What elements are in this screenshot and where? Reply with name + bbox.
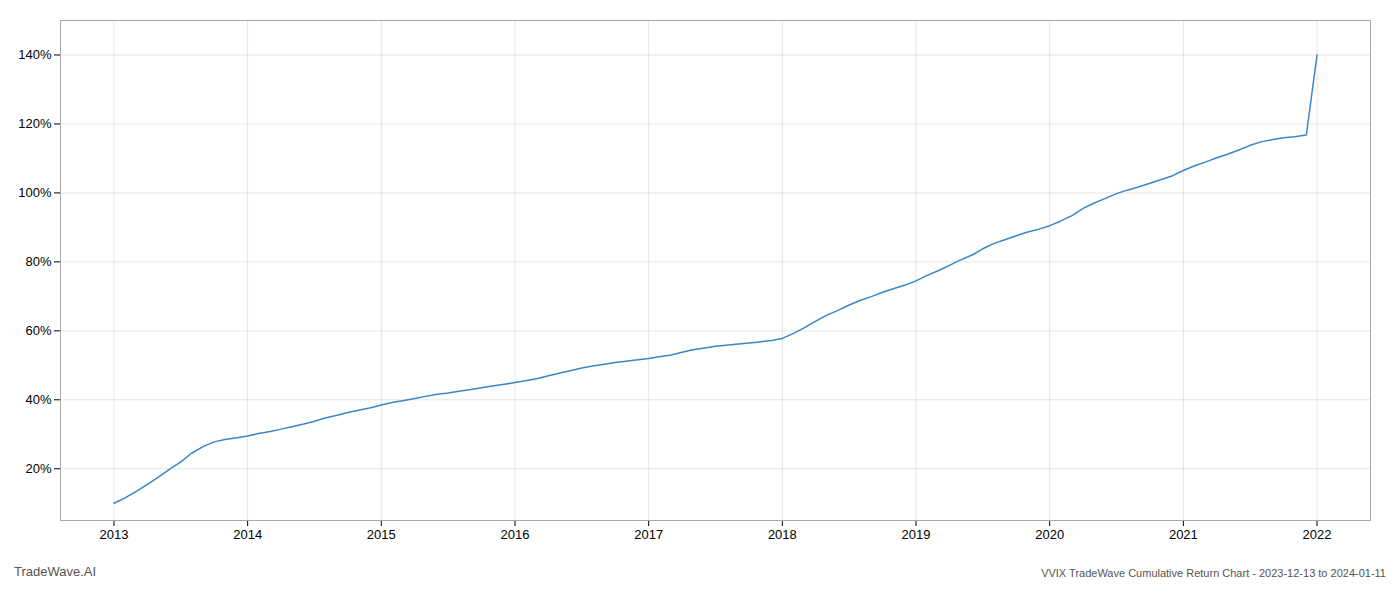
svg-text:140%: 140% [18, 47, 52, 62]
svg-text:2022: 2022 [1303, 527, 1332, 542]
svg-text:100%: 100% [18, 185, 52, 200]
svg-text:2013: 2013 [100, 527, 129, 542]
svg-text:2021: 2021 [1169, 527, 1198, 542]
svg-text:40%: 40% [25, 392, 51, 407]
svg-text:120%: 120% [18, 116, 52, 131]
html-text:VVIX TradeWave Cumulative Retu: VVIX TradeWave Cumulative Return Chart -… [1041, 567, 1386, 579]
svg-text:20%: 20% [25, 461, 51, 476]
svg-text:2014: 2014 [233, 527, 262, 542]
svg-text:2020: 2020 [1035, 527, 1064, 542]
html-text:TradeWave.AI: TradeWave.AI [14, 564, 97, 579]
svg-text:60%: 60% [25, 323, 51, 338]
svg-text:2019: 2019 [902, 527, 931, 542]
svg-text:2015: 2015 [367, 527, 396, 542]
svg-text:2017: 2017 [634, 527, 663, 542]
svg-text:2016: 2016 [501, 527, 530, 542]
svg-text:2018: 2018 [768, 527, 797, 542]
svg-text:80%: 80% [25, 254, 51, 269]
